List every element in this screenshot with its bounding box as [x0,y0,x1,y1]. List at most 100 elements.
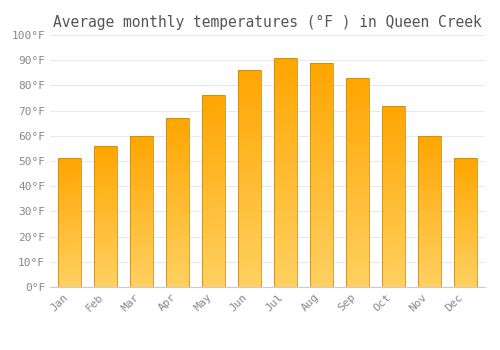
Bar [166,160,190,162]
Bar [454,237,477,239]
Bar [382,244,405,246]
Bar [454,252,477,253]
Bar [58,162,82,163]
Bar [58,245,82,247]
Bar [346,122,369,125]
Bar [274,215,297,218]
Bar [94,169,118,170]
Bar [346,135,369,138]
Bar [94,248,118,250]
Bar [130,172,154,174]
Bar [346,264,369,266]
Bar [58,187,82,189]
Bar [418,136,441,287]
Bar [454,189,477,191]
Bar [454,194,477,195]
Bar [418,194,441,196]
Bar [202,167,226,170]
Bar [454,250,477,252]
Bar [58,239,82,240]
Bar [202,244,226,246]
Bar [382,212,405,215]
Bar [274,273,297,275]
Bar [94,201,118,202]
Bar [94,238,118,239]
Bar [382,185,405,187]
Bar [202,110,226,112]
Bar [454,285,477,287]
Bar [58,215,82,216]
Bar [130,226,154,229]
Bar [418,221,441,223]
Bar [382,176,405,178]
Bar [382,203,405,205]
Bar [166,173,190,175]
Bar [310,265,333,267]
Bar [58,191,82,192]
Bar [238,217,261,219]
Bar [274,147,297,149]
Bar [454,239,477,240]
Bar [166,118,190,120]
Bar [454,183,477,184]
Bar [238,119,261,122]
Bar [310,279,333,281]
Bar [310,189,333,192]
Bar [274,124,297,126]
Bar [274,149,297,152]
Bar [94,220,118,222]
Bar [202,129,226,131]
Bar [274,89,297,92]
Bar [58,168,82,170]
Bar [346,279,369,282]
Bar [238,103,261,105]
Bar [274,58,297,287]
Bar [130,185,154,187]
Bar [202,265,226,268]
Bar [274,109,297,112]
Bar [238,92,261,94]
Bar [454,168,477,170]
Bar [58,167,82,168]
Bar [166,205,190,207]
Bar [58,240,82,242]
Bar [382,164,405,167]
Bar [310,270,333,273]
Bar [130,281,154,283]
Bar [130,266,154,268]
Bar [202,187,226,189]
Bar [346,148,369,151]
Bar [454,170,477,172]
Bar [418,159,441,160]
Bar [418,285,441,287]
Bar [382,126,405,128]
Bar [274,118,297,121]
Bar [454,231,477,232]
Bar [130,189,154,191]
Bar [454,184,477,186]
Bar [274,264,297,267]
Bar [346,177,369,180]
Bar [346,222,369,224]
Bar [238,146,261,149]
Bar [202,253,226,256]
Bar [166,243,190,245]
Bar [274,112,297,115]
Bar [454,282,477,284]
Bar [238,73,261,76]
Bar [346,219,369,222]
Bar [382,137,405,140]
Bar [238,257,261,260]
Bar [166,236,190,238]
Bar [418,213,441,215]
Bar [202,139,226,141]
Bar [310,192,333,195]
Bar [310,253,333,256]
Bar [346,211,369,214]
Bar [238,162,261,165]
Bar [274,155,297,158]
Bar [382,224,405,226]
Bar [202,119,226,122]
Bar [346,78,369,287]
Bar [130,259,154,260]
